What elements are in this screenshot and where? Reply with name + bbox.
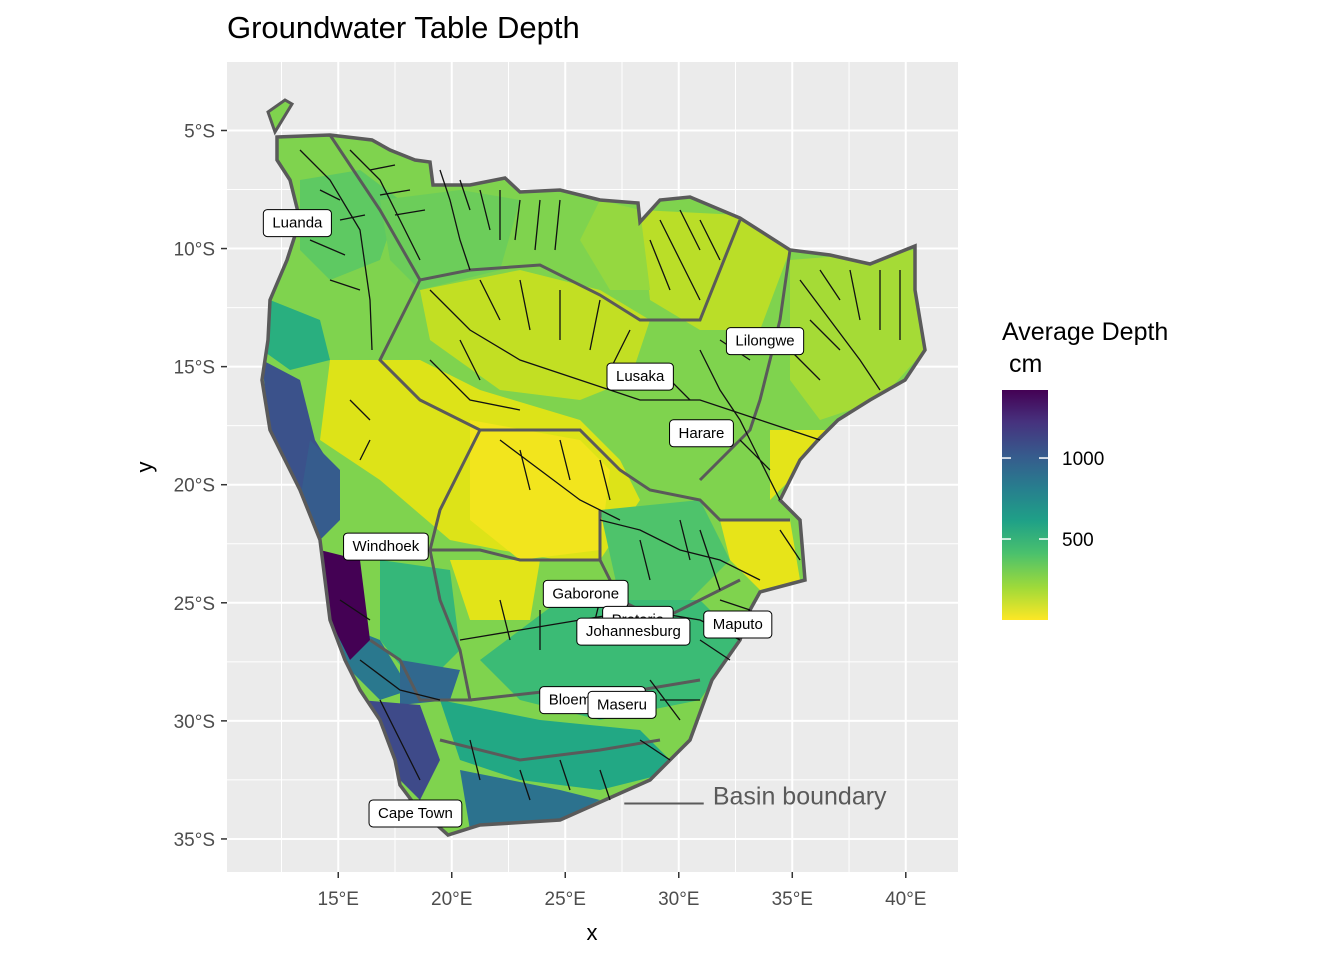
x-tick-label: 30°E: [658, 889, 699, 910]
city-label: Harare: [669, 419, 734, 448]
city-label: Lusaka: [606, 362, 674, 391]
city-label-box: [542, 579, 629, 608]
city-label: Maseru: [587, 690, 657, 719]
river-network: [299, 149, 901, 801]
city-label: Maputo: [703, 610, 773, 639]
legend: Average Depth cm 500 1000: [1002, 318, 1168, 620]
city-label-box: [669, 419, 734, 448]
x-tick-label: 25°E: [545, 889, 586, 910]
city-label: Luanda: [262, 209, 332, 238]
city-label-box: [606, 362, 674, 391]
city-label: Gaborone: [542, 579, 629, 608]
y-tick-label: 10°S: [174, 240, 215, 261]
basin-boundary-annotation: Basin boundary: [713, 782, 887, 810]
city-label-box: [587, 690, 657, 719]
y-tick-label: 30°S: [174, 712, 215, 733]
x-axis-title: x: [587, 920, 598, 945]
x-tick-label: 15°E: [318, 889, 359, 910]
x-tick-label: 35°E: [772, 889, 813, 910]
city-label-text: Lilongwe: [735, 333, 794, 350]
city-label-box: [262, 209, 332, 238]
city-label-text: Luanda: [272, 215, 323, 232]
city-label-text: Maputo: [713, 616, 763, 633]
legend-colorbar: [1002, 390, 1048, 620]
y-tick-label: 15°S: [174, 358, 215, 379]
legend-tick-label: 1000: [1062, 449, 1104, 470]
x-axis: 15°E 20°E 25°E 30°E 35°E 40°E: [318, 872, 926, 910]
city-label-text: Windhoek: [353, 538, 420, 555]
city-label-text: Lusaka: [616, 368, 665, 385]
city-label: Johannesburg: [576, 617, 691, 646]
city-label-box: [725, 327, 805, 356]
cabinda-exclave: [266, 98, 295, 136]
city-label: Windhoek: [343, 532, 429, 561]
map-title: Groundwater Table Depth: [227, 10, 580, 45]
city-label-box: [368, 799, 463, 828]
city-label-text: Maseru: [597, 696, 647, 713]
city-label-text: Harare: [679, 425, 725, 442]
y-tick-label: 5°S: [184, 121, 215, 142]
x-tick-label: 20°E: [431, 889, 472, 910]
y-tick-label: 35°S: [174, 830, 215, 851]
city-label-box: [343, 532, 429, 561]
city-label-text: Gaborone: [552, 585, 619, 602]
legend-ticks: 500 1000: [1002, 449, 1104, 551]
y-axis-title: y: [132, 462, 157, 473]
legend-title-line1: Average Depth: [1002, 318, 1168, 346]
city-label-text: Johannesburg: [586, 623, 681, 640]
city-labels: Luanda Lilongwe Lusaka Harare Windhoek Gaboro…: [262, 209, 805, 828]
city-label-text: Cape Town: [378, 805, 453, 822]
legend-tick-label: 500: [1062, 530, 1094, 551]
city-label: Cape Town: [368, 799, 463, 828]
y-tick-label: 20°S: [174, 476, 215, 497]
city-label-box: [703, 610, 773, 639]
y-axis: 5°S 10°S 15°S 20°S 25°S 30°S 35°S: [174, 121, 227, 851]
city-label-box: [576, 617, 691, 646]
y-tick-label: 25°S: [174, 594, 215, 615]
legend-title-line2: cm: [1002, 350, 1042, 378]
city-label: Lilongwe: [725, 327, 805, 356]
x-tick-label: 40°E: [885, 889, 926, 910]
